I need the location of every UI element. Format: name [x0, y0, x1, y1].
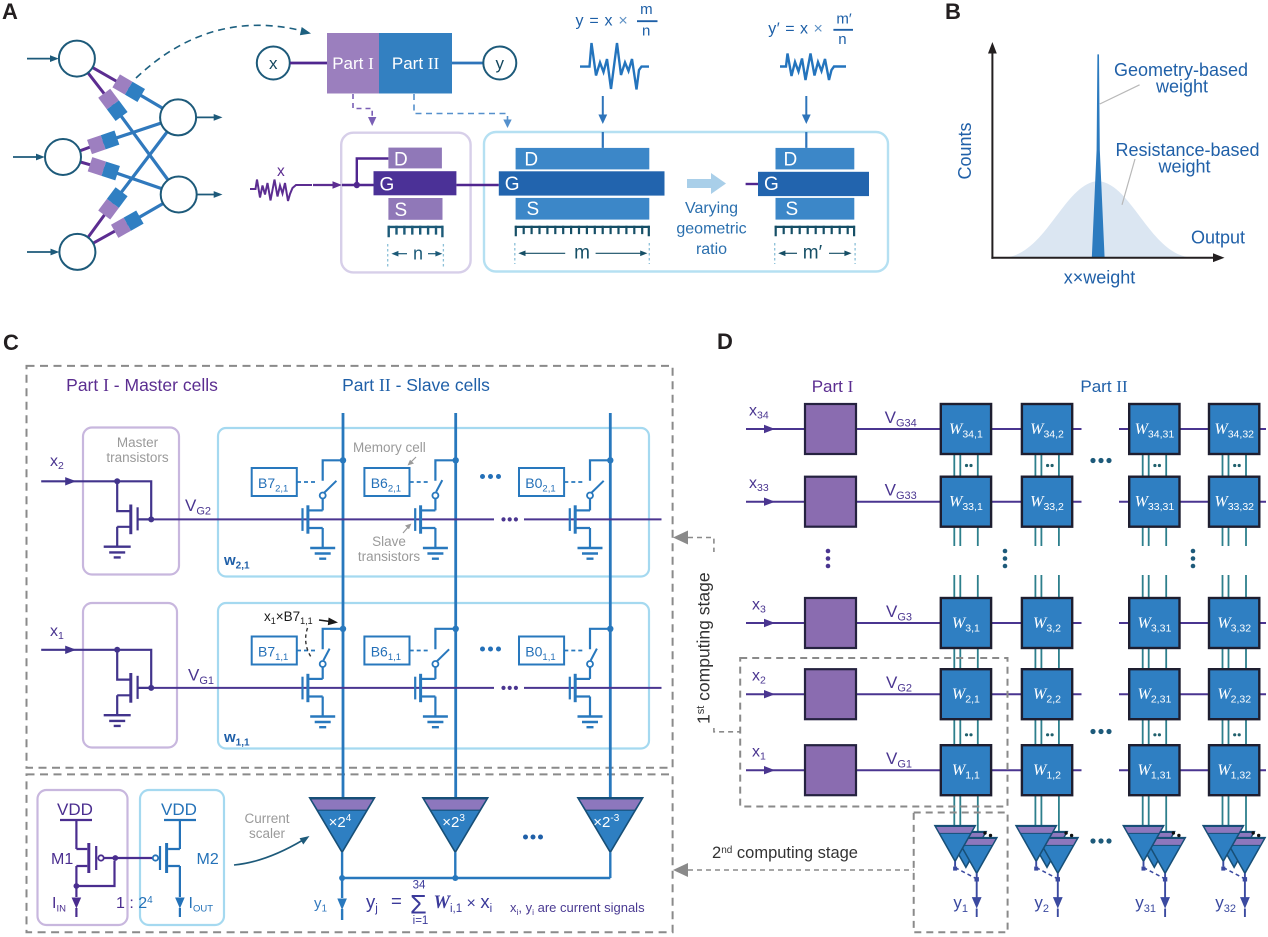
svg-text:transistors: transistors — [106, 450, 169, 465]
svg-text:=: = — [391, 890, 402, 911]
svg-text:G: G — [505, 174, 520, 195]
svg-text:n: n — [642, 23, 650, 40]
svg-text:G: G — [380, 175, 395, 196]
svg-text:W2,31: W2,31 — [1138, 686, 1172, 706]
svg-text:xi, yi are current signals: xi, yi are current signals — [510, 900, 645, 917]
svg-text:weight: weight — [1155, 77, 1208, 97]
svg-text:m: m — [640, 1, 653, 18]
svg-text:Memory cell: Memory cell — [353, 440, 426, 455]
svg-text:VDD: VDD — [161, 800, 197, 819]
svg-text:x×weight: x×weight — [1064, 268, 1136, 288]
svg-text:W33,2: W33,2 — [1030, 494, 1064, 514]
svg-text:m′: m′ — [836, 11, 851, 28]
svg-text:ratio: ratio — [696, 241, 727, 258]
svg-text:D: D — [784, 150, 798, 171]
svg-text:Varying: Varying — [685, 200, 738, 217]
svg-text:Master: Master — [117, 435, 159, 450]
svg-text:S: S — [786, 199, 799, 220]
svg-text:W3,2: W3,2 — [1033, 615, 1061, 635]
svg-text:n: n — [838, 31, 846, 48]
svg-text:W1,31: W1,31 — [1138, 762, 1172, 782]
svg-text:B: B — [945, 0, 961, 24]
svg-text:W34,2: W34,2 — [1030, 421, 1064, 441]
svg-text:x: x — [269, 54, 278, 73]
svg-text:W2,32: W2,32 — [1217, 686, 1251, 706]
svg-text:W33,31: W33,31 — [1135, 494, 1175, 514]
svg-text:S: S — [395, 200, 408, 221]
svg-text:yj: yj — [366, 891, 378, 915]
svg-text:W3,1: W3,1 — [952, 615, 980, 635]
svg-text:Wi,1 × xi: Wi,1 × xi — [434, 891, 493, 915]
svg-text:Geometry-based: Geometry-based — [1114, 60, 1248, 80]
svg-text:D: D — [524, 150, 538, 171]
svg-text:Part I: Part I — [812, 377, 854, 396]
svg-text:i=1: i=1 — [413, 915, 429, 927]
svg-text:m: m — [574, 243, 590, 264]
svg-text:Part I - Master cells: Part I - Master cells — [66, 375, 218, 395]
svg-text:C: C — [3, 330, 19, 355]
svg-text:S: S — [527, 199, 540, 220]
svg-text:W1,2: W1,2 — [1033, 762, 1061, 782]
svg-text:G: G — [764, 174, 779, 195]
svg-text:D: D — [717, 329, 733, 354]
svg-text:n: n — [413, 244, 423, 264]
svg-text:A: A — [2, 0, 18, 24]
svg-text:Part II - Slave cells: Part II - Slave cells — [342, 375, 490, 395]
svg-text:W3,32: W3,32 — [1217, 615, 1251, 635]
svg-text:m′: m′ — [803, 243, 823, 264]
svg-text:Current: Current — [244, 811, 289, 826]
svg-text:geometric: geometric — [676, 221, 746, 238]
svg-text:34: 34 — [413, 880, 426, 892]
svg-text:scaler: scaler — [249, 826, 286, 841]
svg-text:W1,32: W1,32 — [1217, 762, 1251, 782]
svg-text:W33,1: W33,1 — [949, 494, 983, 514]
svg-text:x: x — [277, 163, 285, 180]
svg-text:Slave: Slave — [372, 534, 406, 549]
svg-text:weight: weight — [1157, 157, 1210, 177]
svg-text:M2: M2 — [197, 851, 219, 868]
svg-text:Resistance-based: Resistance-based — [1115, 140, 1259, 160]
svg-text:y: y — [496, 54, 505, 73]
svg-text:W34,32: W34,32 — [1214, 421, 1254, 441]
svg-text:transistors: transistors — [358, 549, 421, 564]
svg-text:2nd computing stage: 2nd computing stage — [712, 844, 858, 862]
svg-text:y′ = x ×: y′ = x × — [768, 21, 823, 38]
svg-text:M1: M1 — [51, 851, 73, 868]
svg-text:y = x ×: y = x × — [576, 13, 629, 30]
svg-text:W33,32: W33,32 — [1214, 494, 1254, 514]
svg-text:VDD: VDD — [57, 800, 93, 819]
svg-text:1st computing stage: 1st computing stage — [694, 572, 714, 724]
svg-text:Σ: Σ — [410, 890, 427, 920]
svg-text:Output: Output — [1191, 228, 1245, 248]
svg-text:W34,31: W34,31 — [1135, 421, 1175, 441]
svg-text:Part II: Part II — [1080, 377, 1128, 396]
svg-text:W2,1: W2,1 — [952, 686, 980, 706]
svg-text:W3,31: W3,31 — [1138, 615, 1172, 635]
svg-text:Counts: Counts — [955, 122, 975, 179]
svg-text:1 : 24: 1 : 24 — [116, 895, 153, 912]
svg-text:Part I: Part I — [332, 54, 374, 73]
svg-text:Part II: Part II — [392, 54, 440, 73]
svg-text:D: D — [394, 150, 408, 171]
svg-text:W1,1: W1,1 — [952, 762, 980, 782]
svg-text:W2,2: W2,2 — [1033, 686, 1061, 706]
svg-text:W34,1: W34,1 — [949, 421, 983, 441]
